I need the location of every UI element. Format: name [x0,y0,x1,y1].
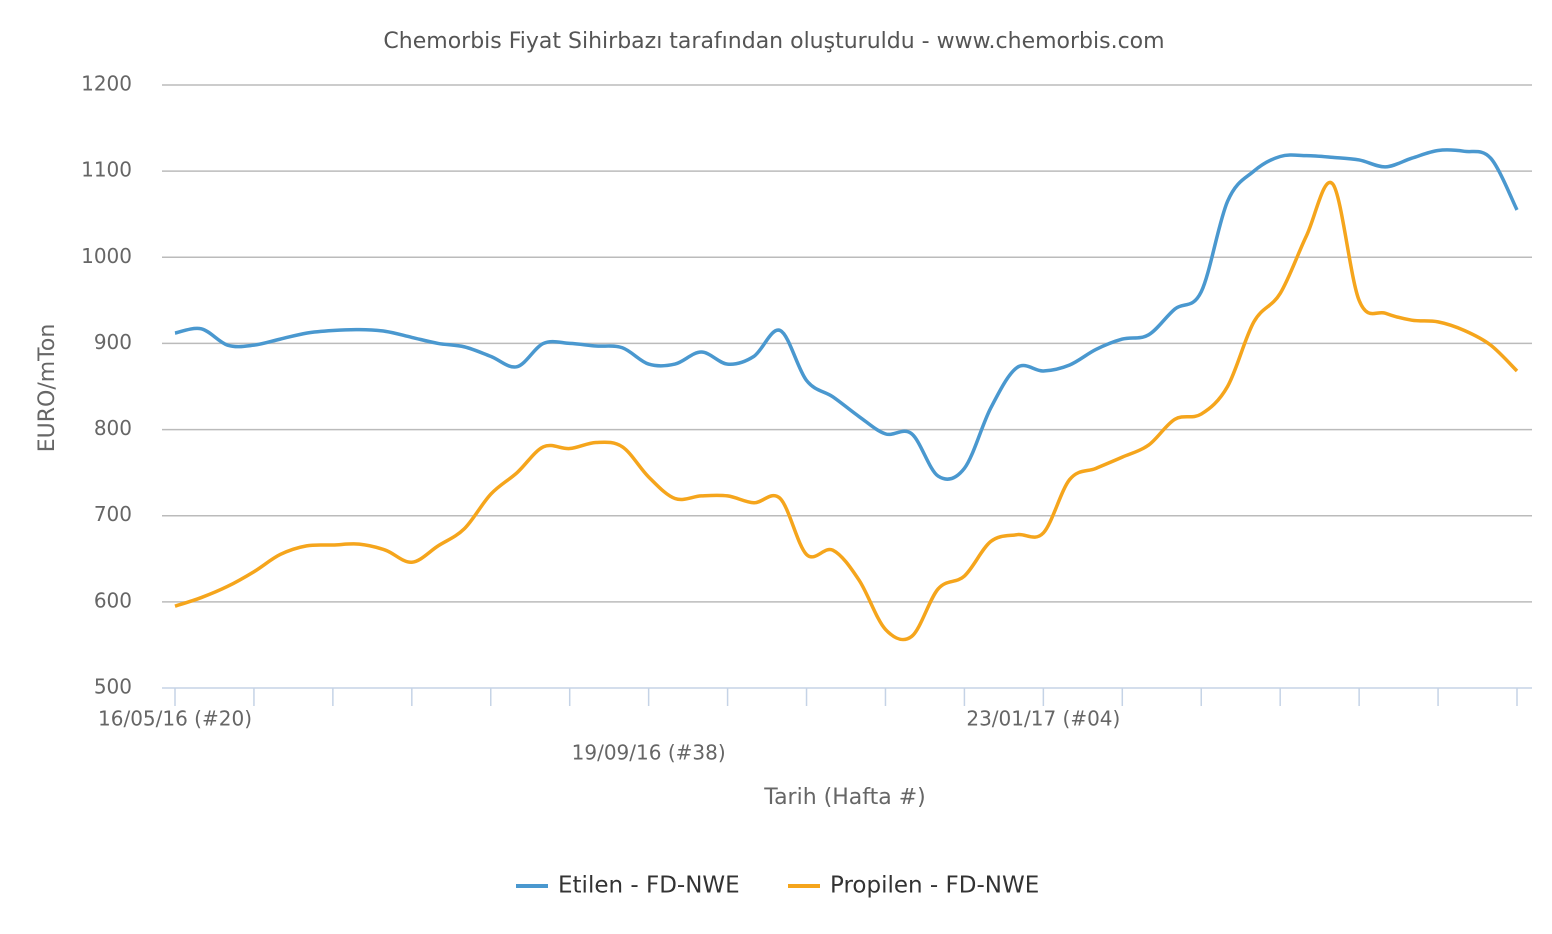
y-tick-label: 1200 [81,72,132,96]
x-axis-label: Tarih (Hafta #) [763,785,925,810]
series-line [174,148,1519,481]
chart-title: Chemorbis Fiyat Sihirbazı tarafından olu… [383,29,1164,54]
x-tick-label: 16/05/16 (#20) [98,707,252,731]
y-tick-label: 900 [94,330,132,354]
y-tick-label: 1000 [81,244,132,268]
x-tick-label: 23/01/17 (#04) [966,707,1120,731]
y-tick-label: 700 [94,502,132,526]
legend-label: Etilen - FD-NWE [558,873,740,899]
y-tick-label: 800 [94,416,132,440]
y-tick-label: 600 [94,588,132,612]
y-tick-label: 500 [94,675,132,699]
y-axis-label: EURO/mTon [35,324,60,453]
y-tick-label: 1100 [81,158,132,182]
x-tick-label: 19/09/16 (#38) [572,741,726,765]
series-line [174,180,1519,642]
legend-label: Propilen - FD-NWE [830,873,1039,899]
